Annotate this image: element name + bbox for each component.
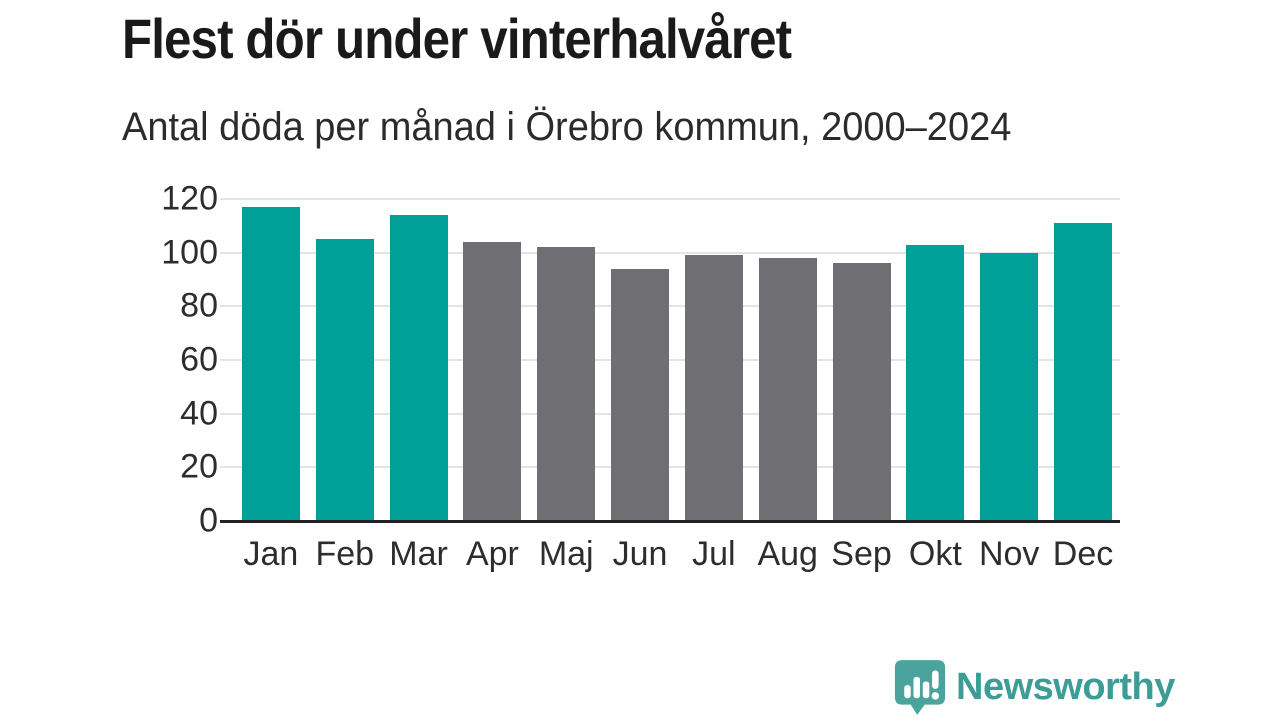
y-tick-label-40: 40: [180, 393, 218, 432]
bar-dec: [1054, 223, 1113, 521]
bar-slot-dec: [1046, 199, 1120, 521]
y-tick-label-100: 100: [161, 232, 218, 271]
bar-jan: [241, 207, 300, 521]
y-tick-label-60: 60: [180, 340, 218, 379]
x-axis-baseline: [220, 519, 1120, 523]
bar-mar: [389, 215, 448, 521]
y-tick-label-120: 120: [161, 179, 218, 218]
bar-slot-jul: [677, 199, 751, 521]
bar-series: [234, 199, 1120, 521]
bar-slot-nov: [972, 199, 1046, 521]
bar-aug: [758, 258, 817, 521]
x-tick-label-jun: Jun: [612, 535, 668, 573]
bar-feb: [315, 239, 374, 521]
bar-slot-sep: [825, 199, 899, 521]
x-axis-labels: Jan Feb Mar Apr Maj Jun Jul Aug Sep Okt Nov Dec: [234, 535, 1120, 573]
brand-name: Newsworthy: [956, 666, 1175, 708]
bar-slot-jun: [603, 199, 677, 521]
gridline-100: [220, 251, 1120, 254]
gridline-80: [220, 305, 1120, 308]
plot-area: [220, 198, 1120, 523]
bar-slot-jan: [234, 199, 308, 521]
bar-slot-okt: [898, 199, 972, 521]
bar-jul: [684, 255, 743, 521]
bar-sep: [832, 263, 891, 521]
gridline-20: [220, 466, 1120, 469]
x-tick-label-sep: Sep: [831, 535, 892, 573]
y-tick-label-20: 20: [180, 447, 218, 486]
bar-slot-feb: [308, 199, 382, 521]
x-tick-label-apr: Apr: [465, 535, 519, 573]
gridline-60: [220, 359, 1120, 361]
chart-subtitle: Antal döda per månad i Örebro kommun, 20…: [122, 105, 1012, 149]
brand-footer: Newsworthy: [894, 659, 1175, 716]
bar-okt: [906, 244, 965, 521]
x-tick-label-aug: Aug: [757, 535, 818, 573]
y-tick-label-80: 80: [180, 286, 218, 325]
x-tick-label-jan: Jan: [243, 535, 299, 573]
x-tick-label-maj: Maj: [538, 535, 594, 573]
bar-slot-maj: [529, 199, 603, 521]
chart-title: Flest dör under vinterhalvåret: [122, 7, 792, 70]
bar-slot-aug: [751, 199, 825, 521]
gridline-120: [220, 198, 1120, 200]
x-tick-label-okt: Okt: [908, 535, 962, 573]
y-axis-labels: 0 20 40 60 80 100 120: [100, 181, 218, 537]
gridline-40: [220, 412, 1120, 415]
x-tick-label-mar: Mar: [389, 535, 448, 573]
newsworthy-logo-icon: [894, 660, 946, 715]
bar-nov: [980, 252, 1039, 521]
bar-maj: [537, 247, 596, 521]
bar-apr: [463, 241, 522, 521]
bar-slot-apr: [455, 199, 529, 521]
y-tick-label-0: 0: [199, 501, 218, 540]
x-tick-label-jul: Jul: [692, 535, 736, 573]
bar-jun: [611, 268, 670, 521]
bar-slot-mar: [382, 199, 456, 521]
x-tick-label-nov: Nov: [978, 535, 1040, 573]
x-tick-label-dec: Dec: [1052, 535, 1114, 573]
x-tick-label-feb: Feb: [315, 535, 375, 573]
